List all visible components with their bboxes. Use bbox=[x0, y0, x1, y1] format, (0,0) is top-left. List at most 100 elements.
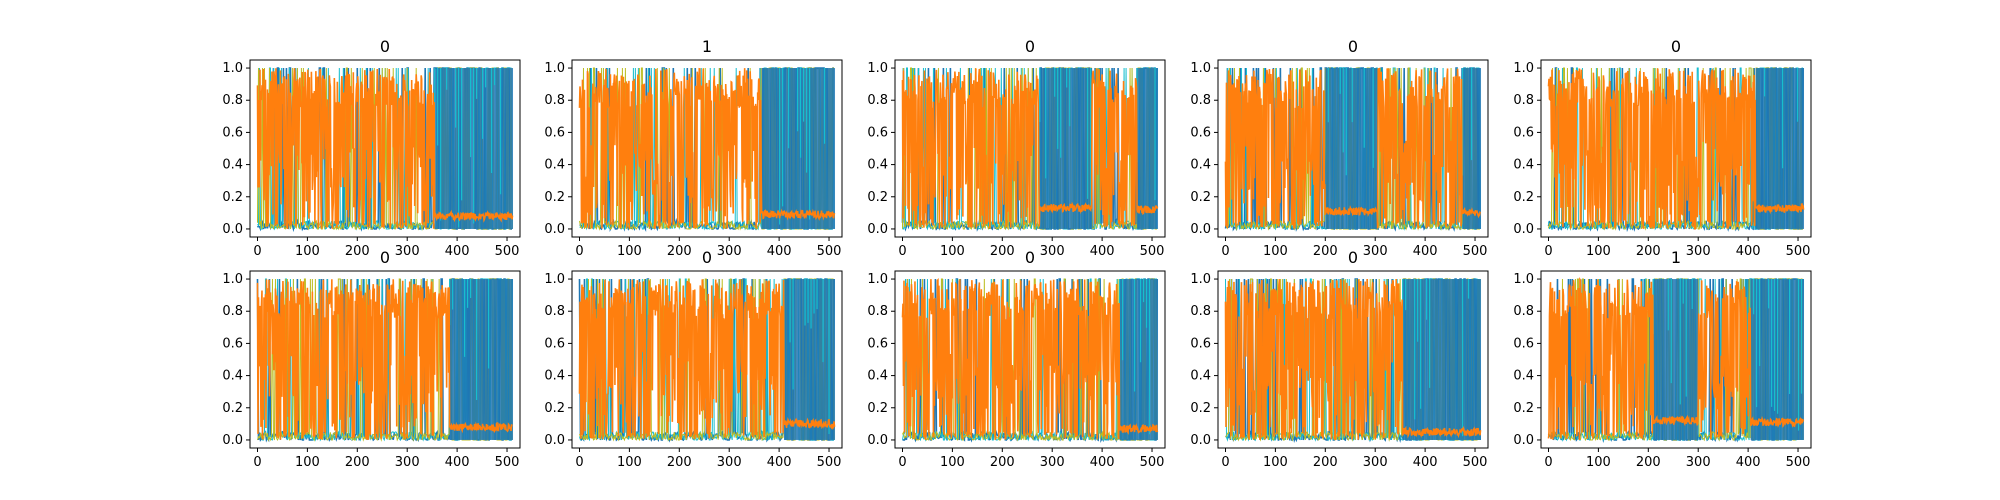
y-tick-label: 0.0 bbox=[867, 222, 888, 237]
y-tick-label: 0.0 bbox=[1190, 222, 1211, 237]
x-tick-label: 400 bbox=[1413, 455, 1438, 470]
series-group bbox=[901, 277, 1159, 443]
x-tick-label: 300 bbox=[395, 244, 420, 259]
x-tick-label: 200 bbox=[1313, 455, 1338, 470]
blue-regime-2 bbox=[761, 68, 836, 229]
x-tick-label: 300 bbox=[1040, 455, 1065, 470]
y-tick-label: 1.0 bbox=[867, 272, 888, 287]
subplot-10: 0.0 0.2 0.4 0.6 0.8 1.0 0 100 200 300 400 500 1 bbox=[1513, 248, 1812, 470]
y-tick-label: 0.4 bbox=[867, 158, 888, 173]
x-tick-label: 500 bbox=[495, 455, 520, 470]
y-tick-label: 0.8 bbox=[867, 304, 888, 319]
x-tick-label: 0 bbox=[898, 455, 906, 470]
subplot-5: 0.0 0.2 0.4 0.6 0.8 1.0 0 100 200 300 400 500 0 bbox=[1513, 37, 1812, 259]
subplot-title: 0 bbox=[1348, 37, 1358, 56]
x-tick-label: 400 bbox=[445, 455, 470, 470]
blue-regime-2 bbox=[1402, 279, 1482, 440]
x-tick-label: 0 bbox=[575, 244, 583, 259]
x-tick-label: 500 bbox=[1463, 455, 1488, 470]
y-tick-label: 0.8 bbox=[1190, 304, 1211, 319]
blue-regime-2 bbox=[449, 279, 514, 440]
axes-frame bbox=[571, 270, 843, 449]
blue-regime-2 bbox=[1119, 279, 1159, 440]
y-tick-label: 0.4 bbox=[1190, 158, 1211, 173]
x-tick-label: 400 bbox=[1413, 244, 1438, 259]
subplot-title: 0 bbox=[380, 37, 390, 56]
y-tick-label: 0.6 bbox=[222, 336, 243, 351]
x-tick-label: 100 bbox=[940, 244, 965, 259]
subplot-2: 0.0 0.2 0.4 0.6 0.8 1.0 0 100 200 300 400 500 1 bbox=[544, 37, 843, 259]
highlight-series-line bbox=[578, 279, 836, 440]
y-tick-label: 0.4 bbox=[867, 369, 888, 384]
x-tick-label: 300 bbox=[1686, 455, 1711, 470]
x-tick-label: 200 bbox=[667, 455, 692, 470]
x-tick-label: 0 bbox=[1221, 244, 1229, 259]
series-group bbox=[578, 278, 836, 443]
highlight-series-line bbox=[578, 67, 836, 230]
x-tick-label: 400 bbox=[1090, 244, 1115, 259]
x-tick-label: 100 bbox=[617, 455, 642, 470]
x-tick-label: 200 bbox=[990, 244, 1015, 259]
y-tick-label: 0.8 bbox=[544, 304, 565, 319]
x-tick-label: 200 bbox=[1636, 455, 1661, 470]
subplot-title: 0 bbox=[702, 248, 712, 267]
x-tick-label: 0 bbox=[1544, 455, 1552, 470]
y-tick-label: 0.0 bbox=[544, 222, 565, 237]
y-tick-label: 0.4 bbox=[544, 369, 565, 384]
series-group bbox=[256, 278, 514, 443]
axes-frame bbox=[1217, 270, 1489, 449]
subplot-title: 0 bbox=[1671, 37, 1681, 56]
y-tick-label: 0.2 bbox=[1190, 401, 1211, 416]
y-tick-label: 0.6 bbox=[544, 336, 565, 351]
y-tick-label: 0.4 bbox=[1513, 158, 1534, 173]
x-tick-label: 100 bbox=[940, 455, 965, 470]
y-tick-label: 1.0 bbox=[222, 272, 243, 287]
y-tick-label: 1.0 bbox=[1190, 61, 1211, 76]
series-group bbox=[1547, 67, 1805, 233]
y-tick-label: 0.0 bbox=[1190, 433, 1211, 448]
y-tick-label: 0.4 bbox=[222, 158, 243, 173]
x-tick-label: 500 bbox=[1786, 455, 1811, 470]
axes-frame bbox=[1217, 59, 1489, 238]
x-tick-label: 200 bbox=[345, 455, 370, 470]
subplot-6: 0.0 0.2 0.4 0.6 0.8 1.0 0 100 200 300 400 500 0 bbox=[222, 248, 521, 470]
axes-frame bbox=[249, 59, 521, 238]
x-tick-label: 500 bbox=[1786, 244, 1811, 259]
subplot-8: 0.0 0.2 0.4 0.6 0.8 1.0 0 100 200 300 400 500 0 bbox=[867, 248, 1166, 470]
y-tick-label: 0.6 bbox=[544, 125, 565, 140]
y-tick-label: 0.2 bbox=[867, 401, 888, 416]
subplot-title: 0 bbox=[380, 248, 390, 267]
y-tick-label: 0.8 bbox=[222, 93, 243, 108]
cyan-streaks-2 bbox=[1039, 68, 1092, 206]
x-tick-label: 400 bbox=[767, 455, 792, 470]
x-tick-label: 400 bbox=[445, 244, 470, 259]
subplot-1: 0.0 0.2 0.4 0.6 0.8 1.0 0 100 200 300 400 500 0 bbox=[222, 37, 521, 259]
blue-regime-2 bbox=[1039, 68, 1093, 229]
y-tick-label: 0.2 bbox=[1190, 190, 1211, 205]
x-tick-label: 500 bbox=[1140, 455, 1165, 470]
x-tick-label: 500 bbox=[495, 244, 520, 259]
x-tick-label: 100 bbox=[617, 244, 642, 259]
y-tick-label: 0.6 bbox=[1513, 125, 1534, 140]
y-tick-label: 0.8 bbox=[1190, 93, 1211, 108]
x-tick-label: 100 bbox=[1263, 455, 1288, 470]
series-group bbox=[1224, 67, 1482, 232]
y-tick-label: 0.0 bbox=[222, 222, 243, 237]
axes-frame bbox=[571, 59, 843, 238]
y-tick-label: 0.0 bbox=[1513, 433, 1534, 448]
y-tick-label: 0.2 bbox=[544, 401, 565, 416]
subplot-title: 0 bbox=[1348, 248, 1358, 267]
x-tick-label: 300 bbox=[1040, 244, 1065, 259]
cyan-streaks-2 bbox=[1327, 68, 1374, 176]
x-tick-label: 0 bbox=[575, 455, 583, 470]
y-tick-label: 1.0 bbox=[1190, 272, 1211, 287]
x-tick-label: 500 bbox=[817, 455, 842, 470]
x-tick-label: 300 bbox=[1686, 244, 1711, 259]
x-tick-label: 100 bbox=[295, 455, 320, 470]
x-tick-label: 300 bbox=[1363, 244, 1388, 259]
highlight-series-line bbox=[1547, 277, 1805, 440]
x-tick-label: 300 bbox=[395, 455, 420, 470]
highlight-series-line bbox=[256, 279, 513, 440]
series-group bbox=[901, 67, 1159, 232]
y-tick-label: 1.0 bbox=[222, 61, 243, 76]
